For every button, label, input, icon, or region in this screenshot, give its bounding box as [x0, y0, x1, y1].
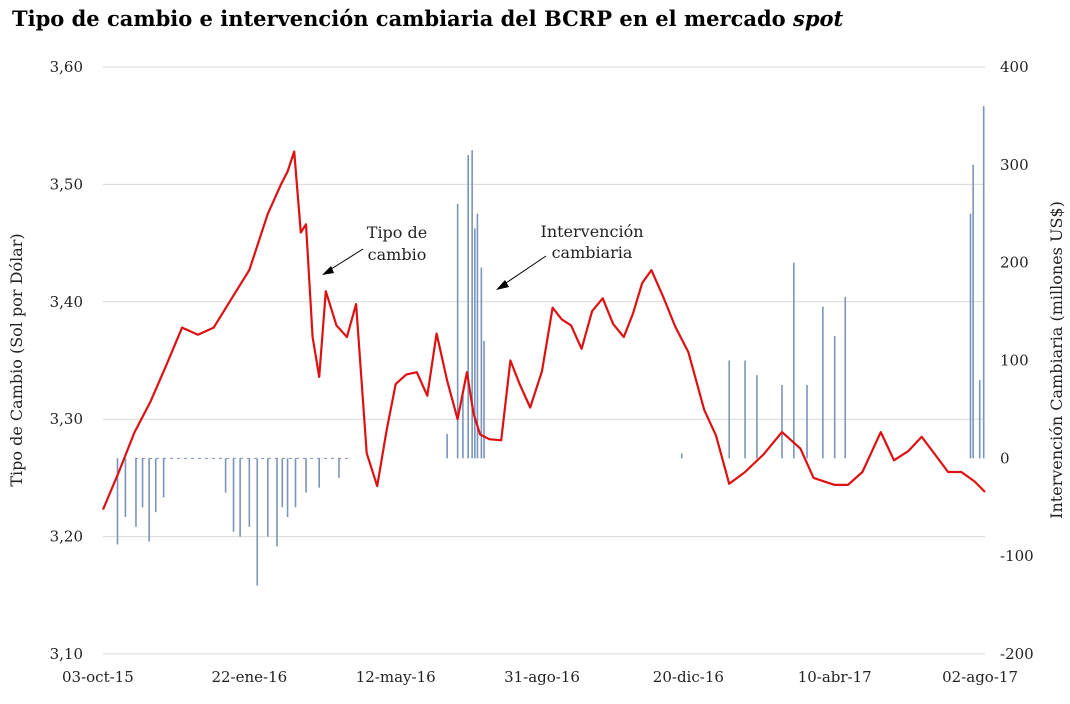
left-tick-label: 3,10 [50, 645, 83, 663]
gridlines [103, 66, 985, 655]
left-axis-label: Tipo de Cambio (Sol por Dólar) [7, 233, 26, 486]
intervention-bar [305, 458, 307, 493]
intervention-bar [473, 228, 476, 459]
annotation-int-line2: cambiaria [552, 243, 633, 262]
x-tick-label: 12-may-16 [356, 668, 436, 686]
intervention-bar [476, 213, 479, 459]
intervention-bar [318, 458, 321, 488]
intervention-bar [781, 384, 783, 459]
chart-title-italic: spot [793, 6, 844, 31]
intervention-bars [116, 106, 985, 586]
intervention-bar [969, 213, 972, 459]
intervention-bar [162, 458, 165, 498]
intervention-bar [982, 106, 985, 459]
intervention-bar [224, 458, 227, 493]
intervention-bar [286, 458, 289, 518]
intervention-bar [266, 458, 269, 537]
left-tick-label: 3,40 [50, 293, 83, 311]
intervention-bar [124, 458, 127, 518]
right-tick-label: 400 [1000, 58, 1029, 76]
right-tick-label: -100 [1000, 547, 1034, 565]
left-tick-label: 3,50 [50, 175, 83, 193]
intervention-bar [116, 458, 119, 545]
intervention-bar [806, 384, 808, 459]
intervention-bar [756, 375, 758, 459]
x-tick-label: 20-dic-16 [653, 668, 724, 686]
intervention-bar [276, 458, 278, 547]
intervention-bar [483, 340, 485, 459]
right-tick-label: 100 [1000, 352, 1029, 370]
chart-title-text: Tipo de cambio e intervención cambiaria … [12, 6, 786, 31]
intervention-bar [456, 203, 459, 459]
right-tick-label: 200 [1000, 254, 1029, 272]
intervention-bar [135, 458, 137, 527]
intervention-bar [978, 380, 981, 459]
chart-title: Tipo de cambio e intervención cambiaria … [12, 6, 843, 31]
intervention-bar [141, 458, 144, 508]
annotation-tc-line1: Tipo de [367, 223, 427, 242]
x-tick-label: 03-oct-15 [62, 668, 134, 686]
annotation-int-line1: Intervención [541, 222, 644, 241]
right-tick-label: 0 [1000, 449, 1010, 467]
intervention-bar [480, 267, 483, 459]
intervention-bar [239, 458, 241, 537]
intervention-bar [680, 453, 683, 459]
left-tick-label: 3,20 [50, 528, 83, 546]
intervention-bar [972, 164, 974, 459]
x-tick-label: 02-ago-17 [942, 668, 1018, 686]
intervention-bar [467, 155, 469, 459]
intervention-bar [833, 336, 836, 459]
intervention-bar [728, 360, 731, 459]
right-axis-label: Intervención Cambiaria (millones US$) [1047, 201, 1066, 519]
right-axis-ticks: -200 -100 0 100 200 300 400 [1000, 58, 1034, 663]
left-axis-ticks: 3,10 3,20 3,30 3,40 3,50 3,60 [50, 58, 83, 663]
intervention-bar [793, 262, 795, 459]
x-axis-ticks: 03-oct-15 22-ene-16 12-may-16 31-ago-16 20-d… [62, 668, 1018, 686]
annotation-tc-line2: cambio [368, 245, 427, 264]
x-tick-label: 10-abr-17 [798, 668, 872, 686]
annotation-int-arrow [502, 255, 547, 286]
annotation-tc-arrow [327, 248, 364, 272]
intervention-bar [446, 433, 448, 459]
right-tick-label: 300 [1000, 156, 1029, 174]
intervention-bar [294, 458, 297, 508]
intervention-bar [844, 296, 847, 459]
intervention-bar [462, 394, 464, 459]
intervention-bar [822, 306, 824, 459]
intervention-bar [471, 150, 473, 459]
left-tick-label: 3,60 [50, 58, 83, 76]
intervention-bar [248, 458, 251, 527]
right-tick-label: -200 [1000, 645, 1034, 663]
intervention-bar [744, 360, 746, 459]
left-tick-label: 3,30 [50, 410, 83, 428]
annotation-int-arrowhead [496, 280, 509, 290]
annotation-tc-arrowhead [322, 266, 334, 275]
x-tick-label: 22-ene-16 [211, 668, 287, 686]
intervention-bar [338, 458, 340, 478]
intervention-bar [281, 458, 284, 508]
intervention-bar [256, 458, 259, 586]
intervention-bar [154, 458, 157, 513]
x-tick-label: 31-ago-16 [504, 668, 580, 686]
intervention-bar [148, 458, 150, 542]
intervention-bar [232, 458, 235, 532]
exchange-rate-line [101, 150, 986, 511]
